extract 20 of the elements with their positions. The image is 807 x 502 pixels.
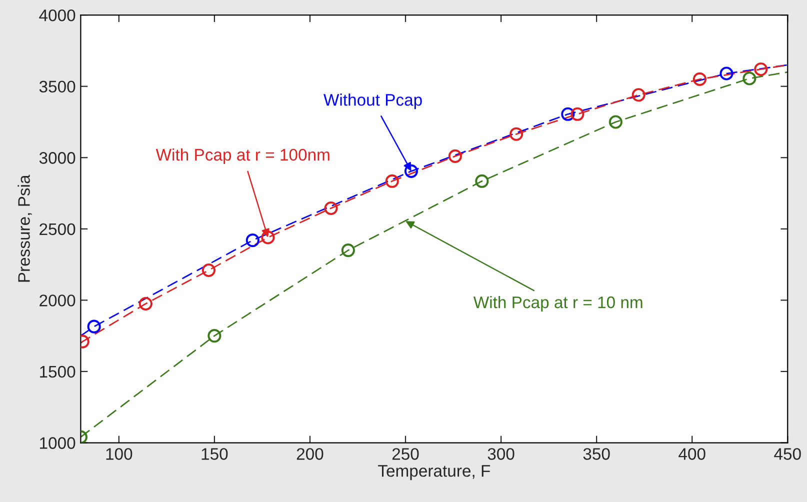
- y-tick-label: 1500: [40, 366, 76, 378]
- y-tick-label: 3500: [39, 80, 76, 93]
- y-tick-label: 3000: [39, 152, 76, 164]
- y-tick-label: 2500: [40, 223, 76, 236]
- x-tick-label: 150: [202, 448, 228, 460]
- x-tick-label: 250: [392, 448, 419, 460]
- x-tick-label: 300: [488, 448, 514, 460]
- x-tick-label: 100: [106, 448, 132, 460]
- x-tick-label: 450: [774, 448, 801, 460]
- x-tick-label: 400: [678, 448, 706, 460]
- y-tick-label: 4000: [39, 9, 76, 22]
- annotation: With Pcap at r = 10 nm: [473, 296, 642, 312]
- y-tick-label: 2000: [40, 294, 76, 306]
- y-axis-title: Pressure, Psia: [18, 174, 32, 282]
- x-axis-title: Temperature, F: [378, 465, 490, 480]
- annotation: With Pcap at r = 100nm: [156, 148, 330, 164]
- x-tick-label: 200: [296, 448, 324, 460]
- x-tick-label: 350: [583, 448, 610, 460]
- annotation: Without Pcap: [324, 94, 422, 110]
- y-tick-label: 1000: [40, 437, 76, 449]
